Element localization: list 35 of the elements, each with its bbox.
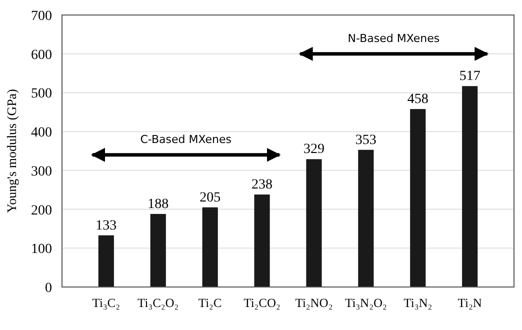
data-label: 188 <box>148 196 169 212</box>
annotation: N-Based MXenes <box>348 32 440 45</box>
bar <box>358 150 374 287</box>
y-tick-label: 400 <box>31 126 52 141</box>
y-tick-label: 200 <box>31 203 52 218</box>
annotation: C-Based MXenes <box>140 132 232 146</box>
x-tick-label: Ti₃C₂ <box>92 296 120 310</box>
bar <box>254 194 270 287</box>
data-label: 517 <box>459 69 480 84</box>
x-tick-label: Ti₂CO₂ <box>244 296 280 310</box>
data-label: 329 <box>303 142 324 158</box>
bar <box>306 159 322 287</box>
y-tick-label: 0 <box>45 281 52 296</box>
data-label: 353 <box>355 132 376 148</box>
y-tick-label: 600 <box>31 48 52 63</box>
bar <box>410 109 426 287</box>
y-tick-label: 500 <box>31 86 52 102</box>
bar <box>462 86 478 287</box>
bar <box>202 207 218 287</box>
bar <box>150 214 166 287</box>
x-tick-label: Ti₂N <box>458 296 482 310</box>
data-label: 238 <box>252 178 273 193</box>
y-tick-label: 700 <box>31 9 52 24</box>
x-tick-label: Ti₂NO₂ <box>295 296 333 310</box>
x-tick-label: Ti₃N₂O₂ <box>345 296 387 310</box>
y-axis-title: Young's modulus (GPa) <box>4 89 19 213</box>
data-label: 205 <box>200 190 221 206</box>
bar <box>98 235 114 287</box>
data-label: 133 <box>96 218 117 234</box>
data-label: 458 <box>407 92 428 108</box>
y-tick-label: 300 <box>31 164 52 180</box>
x-tick-label: Ti₂C <box>198 296 222 310</box>
x-tick-label: Ti₃C₂O₂ <box>138 296 179 310</box>
y-tick-label: 100 <box>31 242 52 258</box>
x-tick-label: Ti₃N₂ <box>404 296 432 310</box>
